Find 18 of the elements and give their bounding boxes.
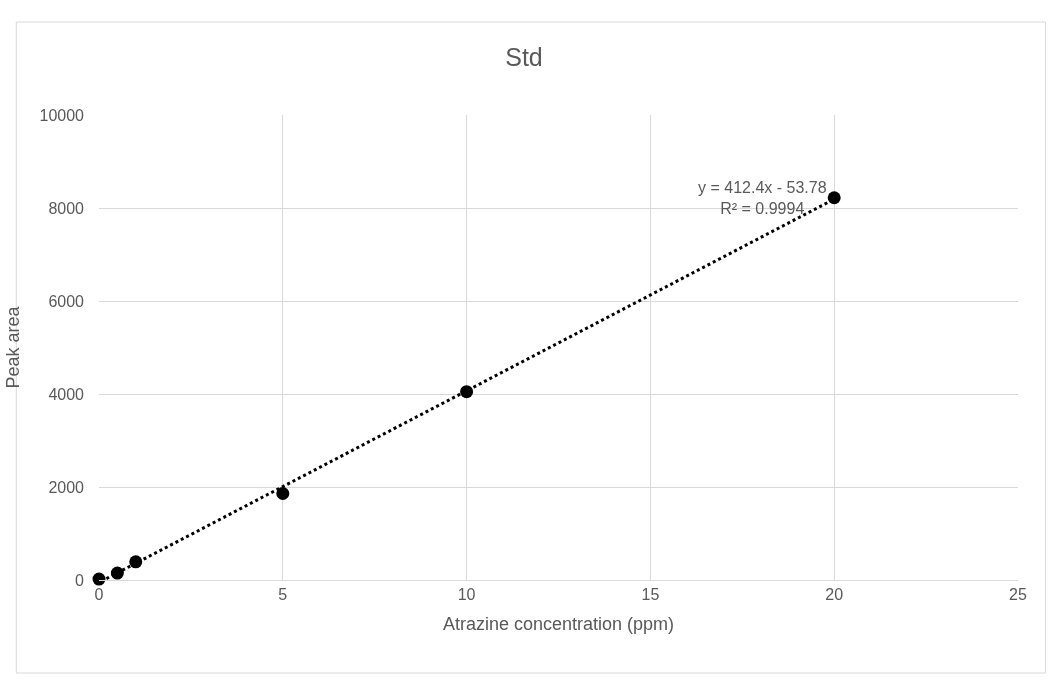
point	[827, 191, 841, 205]
chart-title: Std	[505, 42, 543, 71]
x-tick-label: 25	[1009, 586, 1027, 604]
point	[276, 487, 290, 500]
x-tick-label: 10	[457, 586, 476, 604]
annotation: y = 412.4x - 53.78 R² = 0.9994	[698, 179, 827, 217]
x-tick-label: 0	[94, 586, 104, 604]
x-tick-label: 5	[278, 586, 288, 604]
x-tick-label: 20	[825, 586, 844, 604]
y-tick-label: 10000	[39, 106, 85, 124]
y-tick-label: 0	[75, 571, 85, 589]
y-tick-label: 2000	[48, 478, 85, 496]
y-tick-label: 6000	[48, 292, 85, 310]
y-axis-title: Peak area	[2, 305, 23, 389]
y-tick-label: 8000	[48, 199, 85, 217]
x-tick-label: 15	[641, 586, 660, 604]
x-axis-title: Atrazine concentration (ppm)	[442, 614, 675, 635]
y-tick-label: 4000	[48, 385, 85, 403]
